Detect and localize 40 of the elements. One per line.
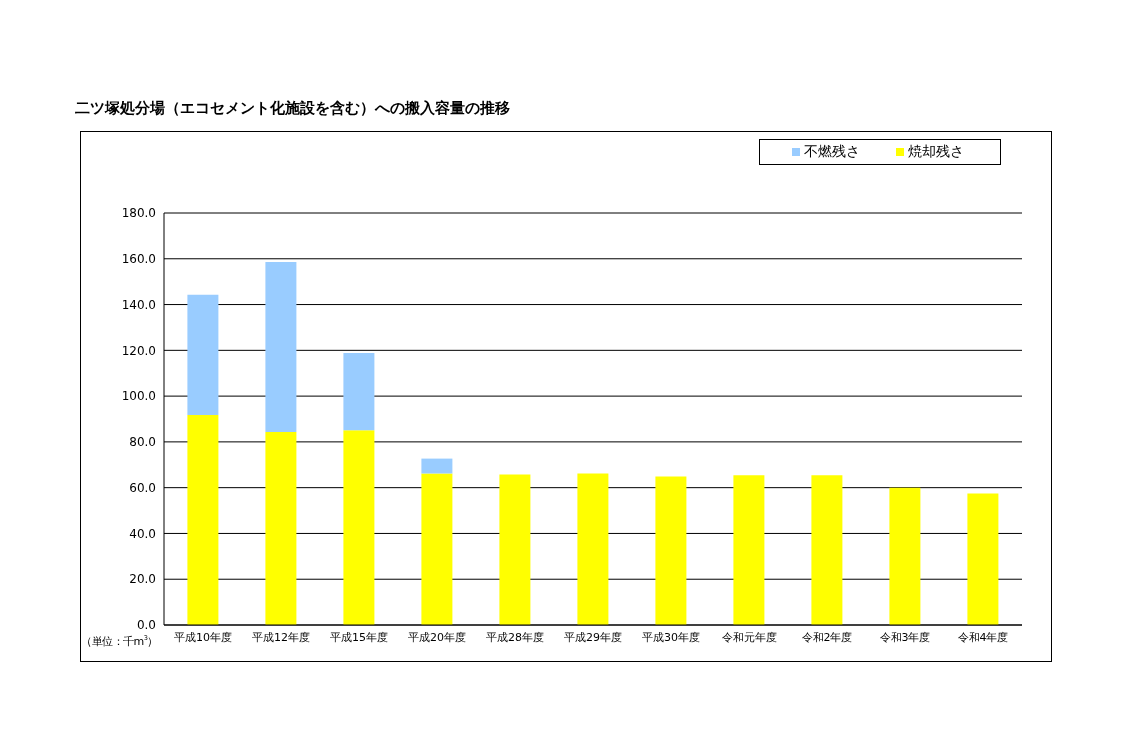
bar	[967, 493, 999, 625]
y-tick-label: 20.0	[129, 572, 156, 587]
y-tick-label: 120.0	[121, 343, 156, 358]
x-tick-label: 令和2年度	[801, 630, 853, 644]
chart-title: 二ツ塚処分場（エコセメント化施設を含む）への搬入容量の推移	[75, 99, 510, 118]
bar	[499, 474, 531, 625]
bar	[421, 473, 453, 625]
x-tick-label: 平成28年度	[486, 630, 544, 644]
legend-label: 不燃残さ	[804, 143, 860, 159]
x-tick-label: 令和4年度	[957, 630, 1009, 644]
y-tick-label: 60.0	[129, 480, 156, 495]
bar	[733, 475, 765, 625]
bar	[889, 487, 921, 625]
bar	[655, 476, 687, 625]
bar	[187, 294, 219, 416]
y-tick-label: 160.0	[121, 252, 156, 267]
legend-label: 焼却残さ	[908, 143, 964, 159]
x-tick-label: 平成10年度	[174, 630, 232, 644]
bar	[421, 458, 453, 474]
x-tick-label: 令和3年度	[879, 630, 931, 644]
bar	[343, 353, 375, 431]
bar	[265, 432, 297, 625]
x-tick-label: 平成30年度	[642, 630, 700, 644]
y-tick-label: 180.0	[121, 206, 156, 221]
x-tick-label: 平成29年度	[564, 630, 622, 644]
x-tick-label: 平成12年度	[252, 630, 310, 644]
y-tick-label: 40.0	[129, 526, 156, 541]
x-tick-label: 平成15年度	[330, 630, 388, 644]
y-tick-label: 0.0	[136, 618, 156, 633]
y-tick-label: 140.0	[121, 297, 156, 312]
y-tick-label: 80.0	[129, 435, 156, 450]
y-tick-label: 100.0	[121, 389, 156, 404]
x-tick-label: 令和元年度	[721, 630, 777, 644]
bar	[265, 261, 297, 433]
x-tick-label: 平成20年度	[408, 630, 466, 644]
text: （単位：千m$^{3}$）	[81, 634, 158, 649]
bar	[577, 473, 609, 625]
bar	[187, 415, 219, 625]
bar	[343, 430, 375, 625]
bar	[811, 475, 843, 625]
